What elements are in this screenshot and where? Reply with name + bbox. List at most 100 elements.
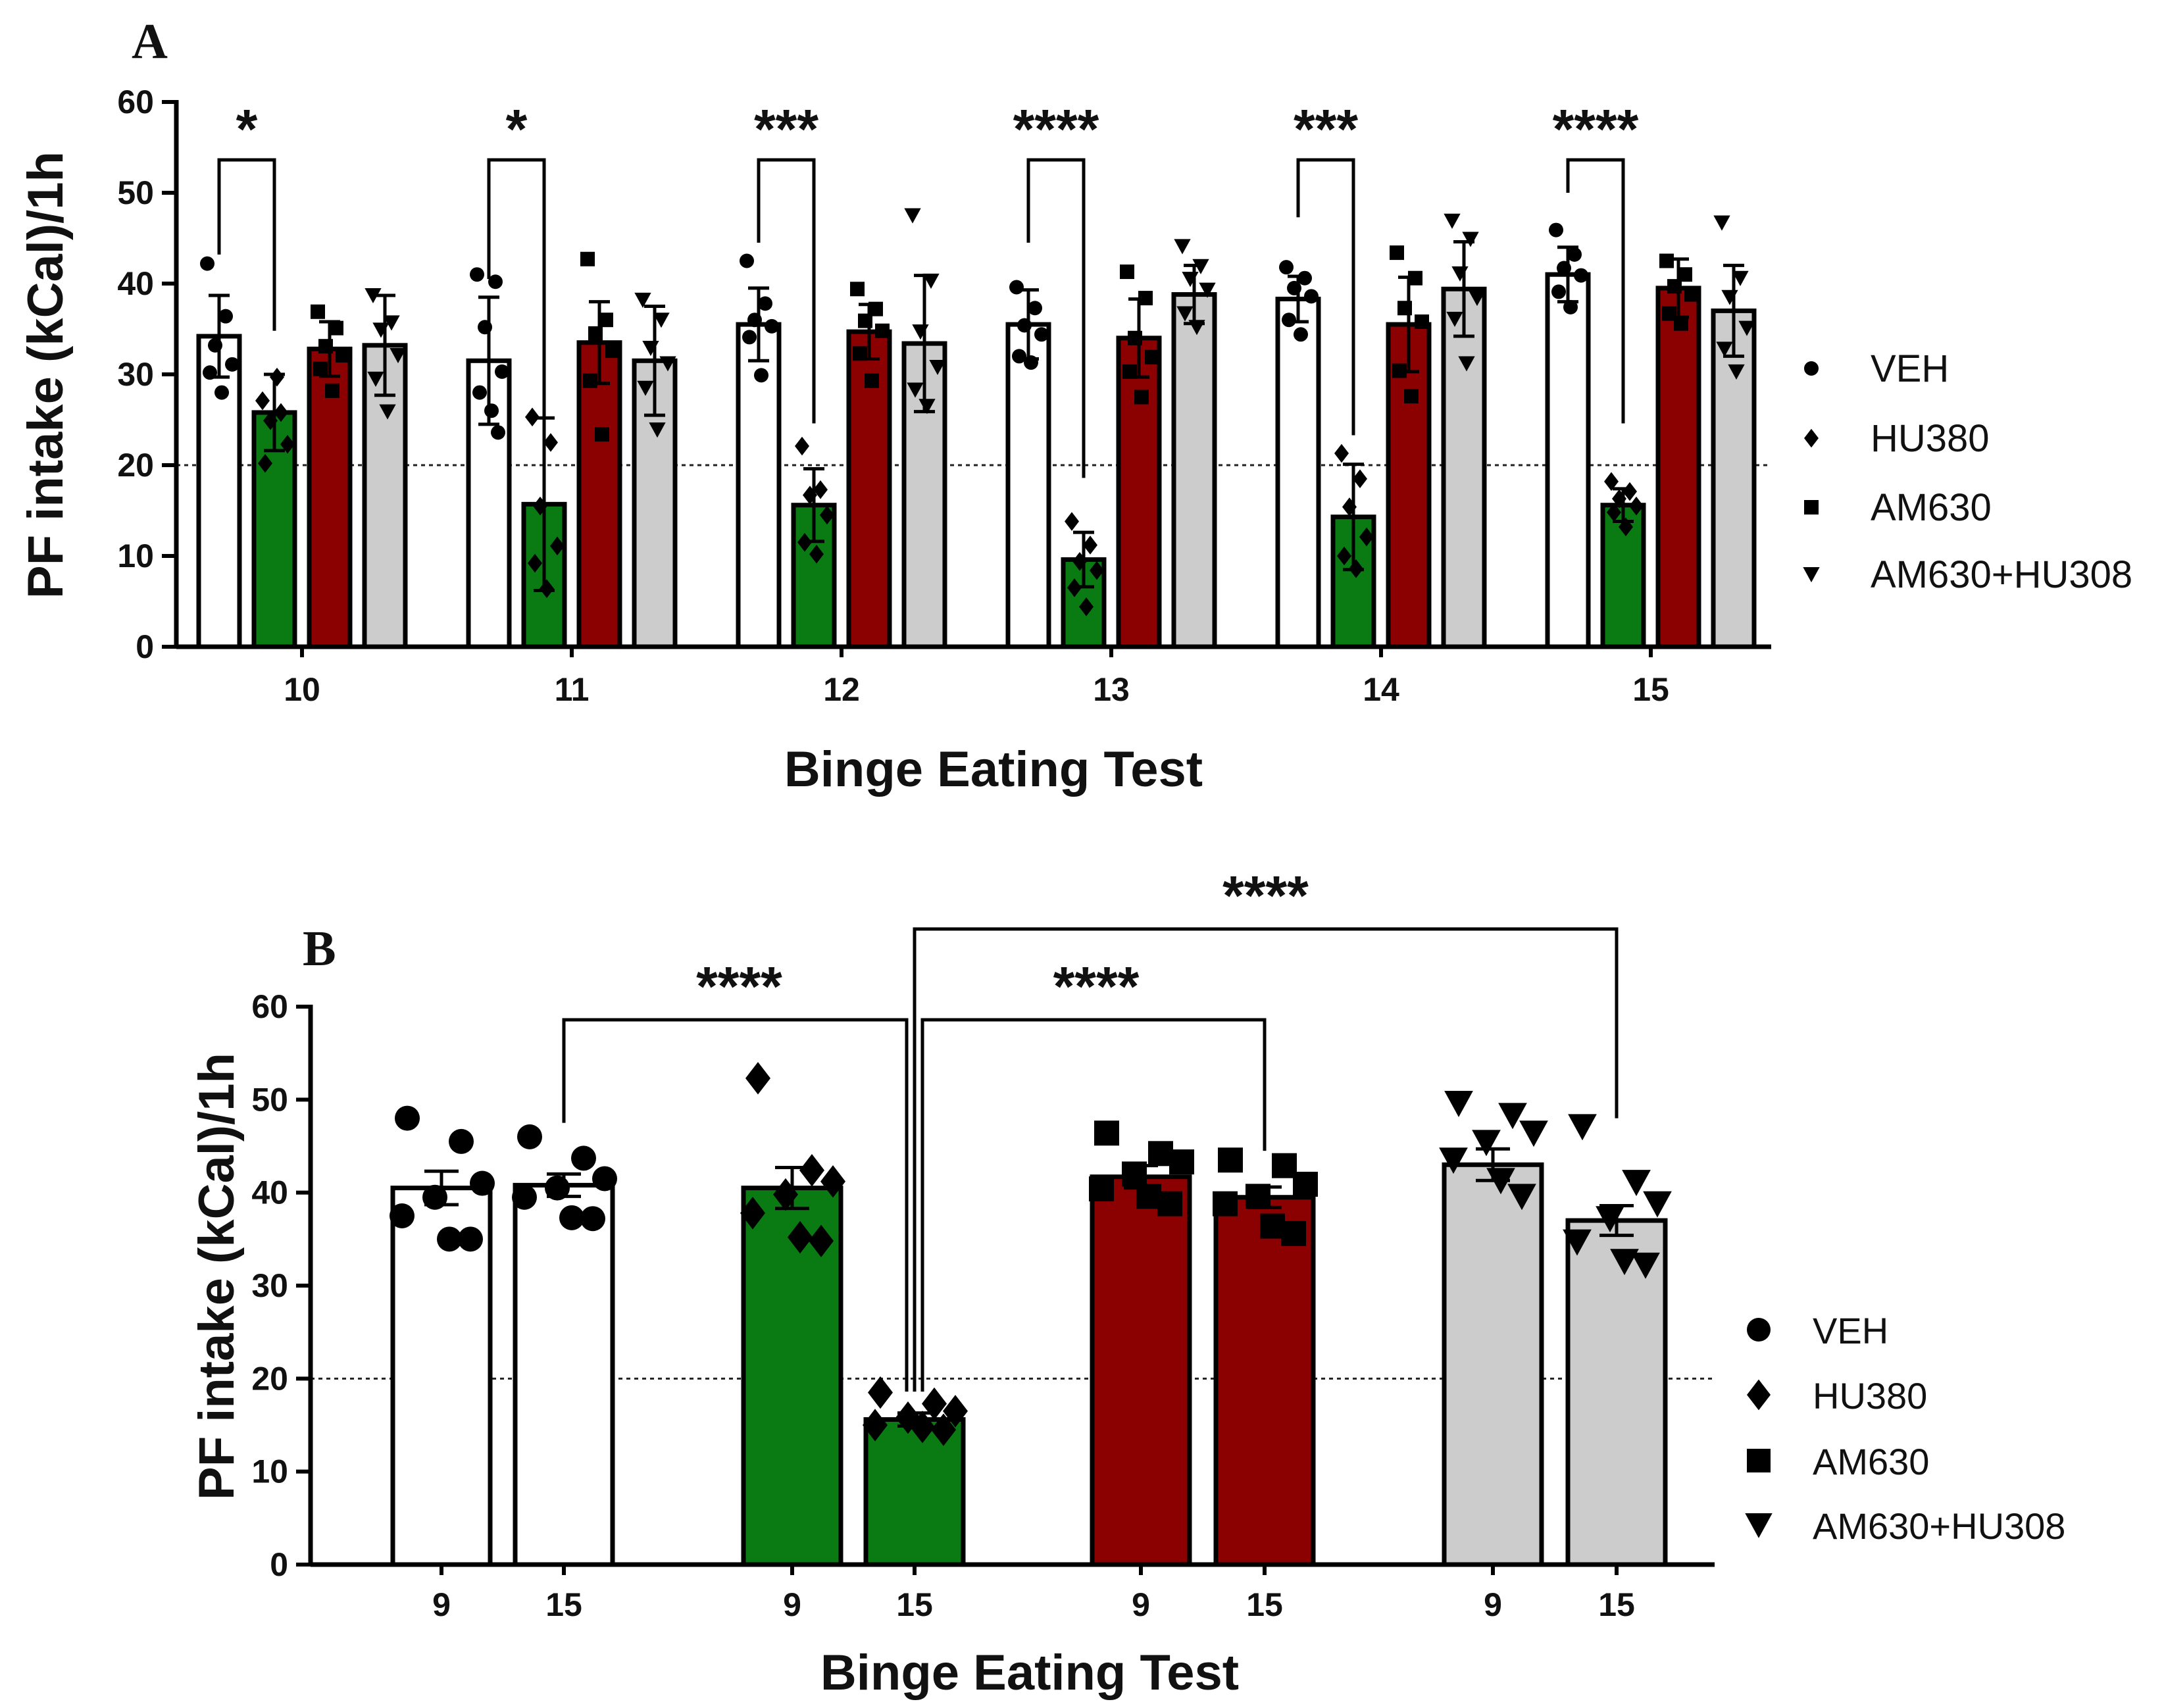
point-AM630-12 [868,301,883,316]
point-HU380-11 [543,433,558,452]
point-AM630+HU308-10 [367,371,384,387]
point-AM630-15 [1213,1191,1238,1217]
point-VEH-15 [1551,284,1566,299]
point-AM630-14 [1397,301,1412,316]
point-AM630-10 [313,361,328,376]
point-AM630+HU308-13 [1182,272,1199,288]
point-AM630+HU308-14 [1469,291,1486,307]
point-HU380-13 [1072,551,1087,571]
point-AM630-10 [329,320,343,336]
point-AM630-15 [1293,1171,1318,1197]
point-AM630+HU308-12 [904,208,921,224]
legend-label-HU380: HU380 [1871,417,1990,460]
point-AM630-13 [1128,330,1142,345]
point-AM630-9 [1094,1120,1119,1146]
significance-bracket-13 [1026,158,1086,478]
y-tick-label: 10 [251,1453,288,1490]
bar-HU380-15 [863,1417,966,1567]
x-tick-label-VEH-15: 15 [545,1586,582,1623]
point-AM630+HU308-9 [1472,1130,1501,1157]
point-AM630-15 [1272,1153,1297,1178]
point-VEH-15 [1574,268,1588,283]
point-AM630+HU308-15 [1563,1229,1592,1256]
point-VEH-12 [740,253,754,268]
point-HU380-9 [740,1197,765,1230]
point-VEH-15 [517,1124,542,1149]
point-VEH-11 [491,425,505,440]
error-bar-AM630+HU308-11 [644,305,665,417]
panel-b-letter: B [303,921,336,976]
legend-marker-AM630 [1804,500,1819,515]
point-AM630-11 [605,343,620,359]
point-VEH-12 [747,313,762,328]
panel-a-letter: A [132,14,168,69]
bar-VEH-14 [1275,296,1321,649]
bar-VEH-13 [1005,322,1051,649]
point-HU380-11 [525,407,540,427]
y-tick-label: 40 [251,1174,288,1211]
point-AM630-12 [850,282,865,297]
point-AM630+HU308-9 [1444,1090,1473,1117]
significance-label-12: *** [754,98,818,160]
point-HU380-15 [1623,482,1637,501]
point-VEH-10 [214,385,229,400]
point-VEH-14 [1279,260,1294,275]
point-AM630-13 [1122,364,1137,379]
bar-AM630-15 [1213,1195,1316,1567]
x-axis-label: Binge Eating Test [820,1645,1239,1701]
point-AM630-13 [1134,389,1149,405]
significance-label-13: **** [1013,98,1099,160]
point-AM630+HU308-9 [1507,1184,1536,1211]
y-axis-label: PF intake (kCal)/1h [18,151,74,599]
point-VEH-12 [765,318,779,334]
legend-marker-AM630 [1747,1449,1771,1472]
point-HU380-14 [1349,559,1363,578]
point-AM630+HU308-11 [637,380,654,396]
y-tick-label: 30 [117,356,154,393]
point-AM630+HU308-15 [1568,1114,1597,1141]
bar-AM630+HU308-13 [1171,292,1217,649]
point-AM630+HU308-12 [918,399,936,414]
point-HU380-14 [1353,469,1367,488]
point-HU380-13 [1090,561,1104,580]
point-HU380-10 [270,367,284,387]
x-tick-label-AM630+HU308-9: 9 [1484,1586,1502,1623]
y-tick-label: 0 [136,628,154,665]
point-HU380-14 [1337,546,1351,566]
x-tick-label-13: 13 [1093,671,1130,708]
y-tick-label: 50 [117,174,154,211]
point-HU380-9 [773,1178,798,1211]
point-AM630+HU308-10 [365,288,382,304]
point-AM630+HU308-11 [659,356,676,372]
point-AM630-12 [858,313,872,328]
point-VEH-14 [1282,313,1296,328]
legend-marker-VEH [1804,361,1819,376]
x-axis-label: Binge Eating Test [784,741,1203,797]
bar-AM630-15 [1655,286,1701,649]
bar-AM630+HU308-15 [1711,308,1757,649]
bar-AM630+HU308-9 [1442,1162,1544,1567]
point-AM630+HU308-9 [1498,1103,1527,1130]
point-HU380-15 [922,1387,947,1420]
legend-marker-AM630+HU308 [1803,567,1820,583]
point-VEH-15 [1567,247,1582,262]
point-VEH-12 [742,330,757,345]
point-AM630-14 [1415,314,1429,329]
error-bar-AM630+HU308-15 [1723,263,1744,358]
panel-b-chart: 9 15 9 15 9 15 9 15 **** **** **** 0 10 20 30 40 50 60PF … [189,865,2065,1701]
point-HU380-15 [1607,503,1621,522]
point-HU380-14 [1359,527,1374,547]
point-AM630-14 [1404,389,1419,404]
point-VEH-9 [390,1203,415,1228]
error-bar-AM630+HU308-10 [374,293,395,397]
point-AM630-9 [1169,1149,1194,1175]
point-AM630+HU308-15 [1643,1191,1672,1218]
x-tick-label-11: 11 [555,671,590,708]
point-VEH-15 [545,1175,570,1201]
point-AM630+HU308-9 [1439,1147,1468,1174]
point-VEH-13 [1009,280,1024,295]
point-VEH-9 [422,1184,447,1210]
x-tick-label-15: 15 [1632,671,1669,708]
significance-label-14: *** [1294,98,1358,160]
point-AM630+HU308-15 [1728,364,1745,380]
